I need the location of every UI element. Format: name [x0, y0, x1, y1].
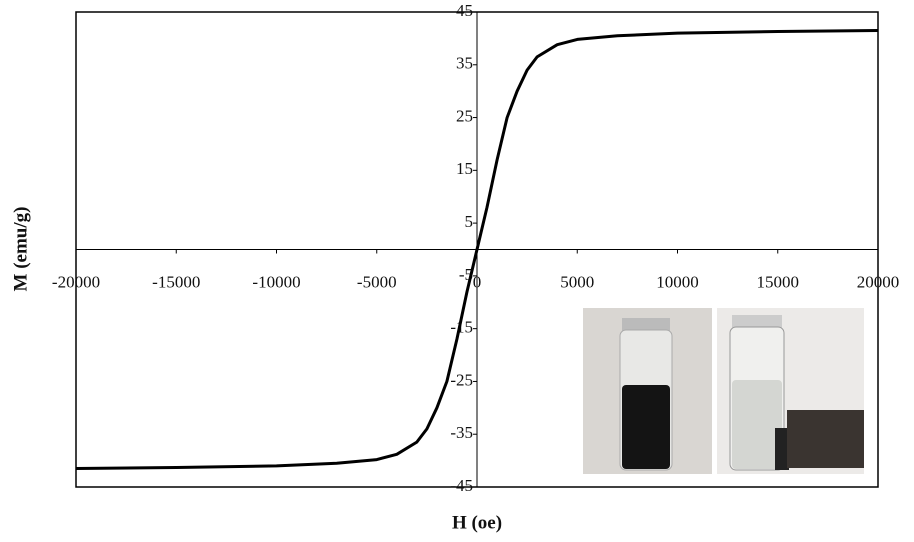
y-tick-label: 45 — [456, 1, 473, 20]
y-tick-label: -35 — [450, 423, 473, 442]
x-tick-label: -20000 — [52, 272, 100, 291]
magnet-spot — [775, 428, 789, 470]
black-liquid — [622, 385, 670, 469]
y-axis-title: M (emu/g) — [10, 207, 31, 292]
x-tick-label: -15000 — [152, 272, 200, 291]
x-tick-label: -5000 — [357, 272, 397, 291]
magnet — [787, 410, 864, 468]
y-tick-label: 5 — [465, 212, 474, 231]
x-tick-label: 5000 — [560, 272, 594, 291]
y-tick-label: -15 — [450, 318, 473, 337]
vial-cap — [732, 315, 782, 329]
x-tick-label: -10000 — [252, 272, 300, 291]
y-tick-label: 25 — [456, 106, 473, 125]
data-line — [75, 29, 879, 470]
clear-liquid — [732, 380, 782, 469]
x-axis-title: H (oe) — [452, 512, 502, 533]
inset-photos — [583, 308, 864, 474]
y-tick-label: -25 — [450, 370, 473, 389]
vial-cap — [622, 318, 670, 332]
y-tick-label: 15 — [456, 159, 473, 178]
x-tick-label: 20000 — [857, 272, 900, 291]
y-tick-label: 35 — [456, 54, 473, 73]
x-tick-label: 0 — [473, 272, 482, 291]
y-tick-label: -45 — [450, 476, 473, 495]
x-tick-label: 15000 — [757, 272, 800, 291]
x-tick-label: 10000 — [656, 272, 699, 291]
